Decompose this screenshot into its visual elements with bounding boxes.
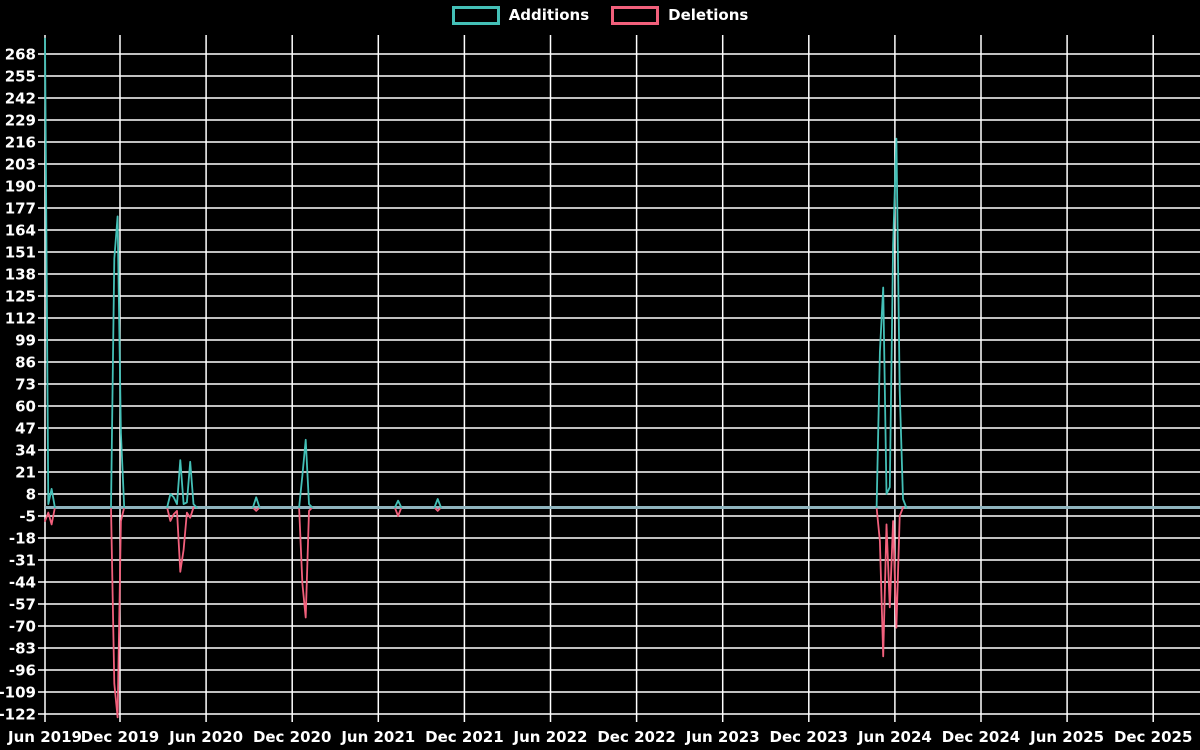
additions-line bbox=[251, 496, 261, 509]
chart-legend: Additions Deletions bbox=[0, 6, 1200, 25]
x-tick-label: Dec 2020 bbox=[253, 728, 332, 746]
y-tick-label: -109 bbox=[0, 683, 36, 701]
x-tick-label: Dec 2021 bbox=[425, 728, 504, 746]
y-tick-label: 60 bbox=[15, 397, 36, 415]
y-tick-label: -5 bbox=[19, 507, 36, 525]
additions-line bbox=[875, 137, 908, 509]
additions-line bbox=[433, 498, 442, 509]
deletions-line bbox=[44, 506, 56, 526]
deletions-line bbox=[110, 506, 126, 719]
y-tick-label: 216 bbox=[5, 133, 36, 151]
y-tick-label: 86 bbox=[15, 353, 36, 371]
deletions-line bbox=[166, 506, 195, 573]
y-tick-label: -83 bbox=[9, 639, 36, 657]
y-axis-labels: 268 255 242 229 216 203 190 177 164 151 138 125 112 9… bbox=[0, 45, 36, 723]
y-tick-label: -44 bbox=[9, 573, 36, 591]
y-tick-label: 99 bbox=[15, 331, 36, 349]
y-tick-label: 112 bbox=[5, 309, 36, 327]
legend-label-additions: Additions bbox=[508, 6, 590, 24]
x-tick-label: Jun 2024 bbox=[857, 728, 932, 746]
y-tick-label: -96 bbox=[9, 661, 36, 679]
additions-line bbox=[166, 459, 198, 509]
y-tick-label: 229 bbox=[5, 111, 36, 129]
y-tick-label: 255 bbox=[5, 67, 36, 85]
vertical-gridlines bbox=[44, 35, 1154, 722]
y-tick-label: -57 bbox=[9, 595, 36, 613]
y-tick-label: 242 bbox=[5, 89, 36, 107]
y-tick-label: 177 bbox=[5, 199, 36, 217]
x-tick-label: Dec 2025 bbox=[1114, 728, 1193, 746]
deletions-line bbox=[298, 506, 314, 619]
x-tick-label: Dec 2023 bbox=[770, 728, 849, 746]
y-tick-label: -122 bbox=[0, 705, 36, 723]
y-tick-label: 203 bbox=[5, 155, 36, 173]
y-tick-label: -18 bbox=[9, 529, 36, 547]
x-tick-label: Jun 2021 bbox=[340, 728, 415, 746]
additions-line bbox=[44, 37, 56, 509]
y-tick-label: 73 bbox=[15, 375, 36, 393]
y-tick-label: 47 bbox=[15, 419, 36, 437]
y-tick-label: 34 bbox=[15, 441, 36, 459]
additions-line bbox=[110, 215, 126, 509]
x-tick-label: Dec 2019 bbox=[81, 728, 160, 746]
y-tick-label: 151 bbox=[5, 243, 36, 261]
x-tick-label: Jun 2020 bbox=[168, 728, 243, 746]
y-tick-label: 21 bbox=[15, 463, 36, 481]
x-tick-label: Dec 2022 bbox=[597, 728, 676, 746]
additions-line bbox=[298, 438, 314, 509]
x-tick-label: Jun 2019 bbox=[7, 728, 82, 746]
deletions-line bbox=[393, 506, 403, 517]
deletions-line bbox=[433, 506, 442, 512]
y-tick-label: 190 bbox=[5, 177, 36, 195]
x-tick-label: Dec 2024 bbox=[942, 728, 1021, 746]
legend-label-deletions: Deletions bbox=[668, 6, 749, 24]
y-tick-label: -70 bbox=[9, 617, 36, 635]
y-tick-label: -31 bbox=[9, 551, 36, 569]
legend-item-additions[interactable]: Additions bbox=[451, 6, 590, 25]
x-tick-label: Jun 2022 bbox=[513, 728, 588, 746]
deletions-swatch-icon bbox=[611, 6, 660, 25]
y-tick-label: 138 bbox=[5, 265, 36, 283]
additions-line bbox=[393, 499, 403, 509]
y-tick-label: 125 bbox=[5, 287, 36, 305]
additions-swatch-icon bbox=[451, 6, 500, 25]
deletions-line bbox=[251, 506, 261, 512]
x-tick-label: Jun 2023 bbox=[685, 728, 760, 746]
y-tick-label: 8 bbox=[26, 485, 36, 503]
y-tick-label: 268 bbox=[5, 45, 36, 63]
series-lines bbox=[44, 37, 908, 719]
horizontal-gridlines bbox=[38, 53, 1200, 715]
y-tick-label: 164 bbox=[5, 221, 36, 239]
x-tick-label: Jun 2025 bbox=[1029, 728, 1104, 746]
deletions-line bbox=[875, 506, 904, 658]
legend-item-deletions[interactable]: Deletions bbox=[611, 6, 748, 25]
